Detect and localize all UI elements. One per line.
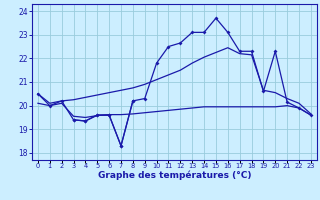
X-axis label: Graphe des températures (°C): Graphe des températures (°C)	[98, 171, 251, 180]
